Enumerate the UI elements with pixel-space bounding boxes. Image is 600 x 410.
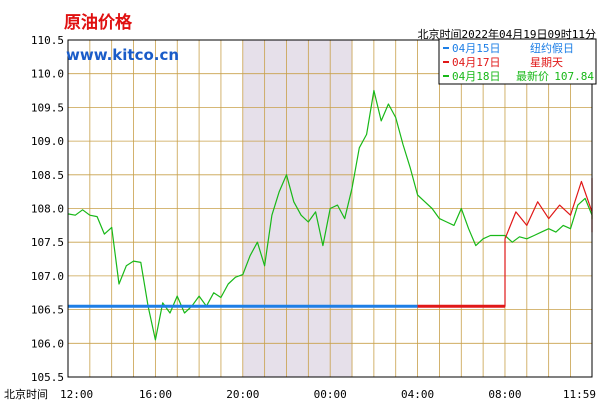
x-tick-label: 11:59 — [563, 388, 596, 401]
y-tick-label: 107.5 — [31, 236, 64, 249]
legend-note: 星期天 — [530, 56, 563, 69]
x-tick-label: 16:00 — [139, 388, 172, 401]
x-tick-label: 08:00 — [488, 388, 521, 401]
y-tick-label: 107.0 — [31, 270, 64, 283]
x-tick-label: 12:00 — [60, 388, 93, 401]
y-tick-label: 109.0 — [31, 135, 64, 148]
y-tick-label: 106.0 — [31, 337, 64, 350]
x-axis-labels: 12:00 16:00 20:00 00:00 04:00 08:00 11:59 — [60, 388, 596, 401]
series-line-3 — [67, 89, 593, 341]
y-tick-label: 110.5 — [31, 34, 64, 47]
legend-name: 04月15日 — [452, 42, 501, 55]
legend-box — [438, 38, 597, 85]
legend-name: 04月18日 — [452, 70, 501, 83]
y-tick-label: 106.5 — [31, 304, 64, 317]
y-tick-label: 108.5 — [31, 169, 64, 182]
series-layer — [67, 89, 593, 341]
x-axis-prefix: 北京时间 — [4, 387, 48, 401]
legend-note: 最新价 — [516, 69, 549, 83]
timestamp: 北京时间2022年04月19日09时11分 — [418, 27, 596, 41]
legend-last-price: 107.84 — [554, 70, 594, 83]
plot-frame — [67, 39, 593, 378]
y-tick-label: 110.0 — [31, 68, 64, 81]
watermark-site: www.kitco.cn — [66, 46, 179, 64]
legend: 04月15日 纽约假日 04月17日 星期天 04月18日 最新价 107.84 — [438, 38, 597, 85]
chart-title: 原油价格 — [64, 12, 133, 33]
x-tick-label: 20:00 — [226, 388, 259, 401]
legend-note: 纽约假日 — [530, 41, 574, 55]
y-tick-label: 105.5 — [31, 371, 64, 384]
x-tick-label: 04:00 — [401, 388, 434, 401]
y-tick-label: 108.0 — [31, 203, 64, 216]
x-tick-label: 00:00 — [314, 388, 347, 401]
y-axis-labels: 110.5 110.0 109.5 109.0 108.5 108.0 107.5 107.0… — [31, 34, 64, 384]
y-tick-label: 109.5 — [31, 101, 64, 114]
legend-name: 04月17日 — [452, 56, 501, 69]
